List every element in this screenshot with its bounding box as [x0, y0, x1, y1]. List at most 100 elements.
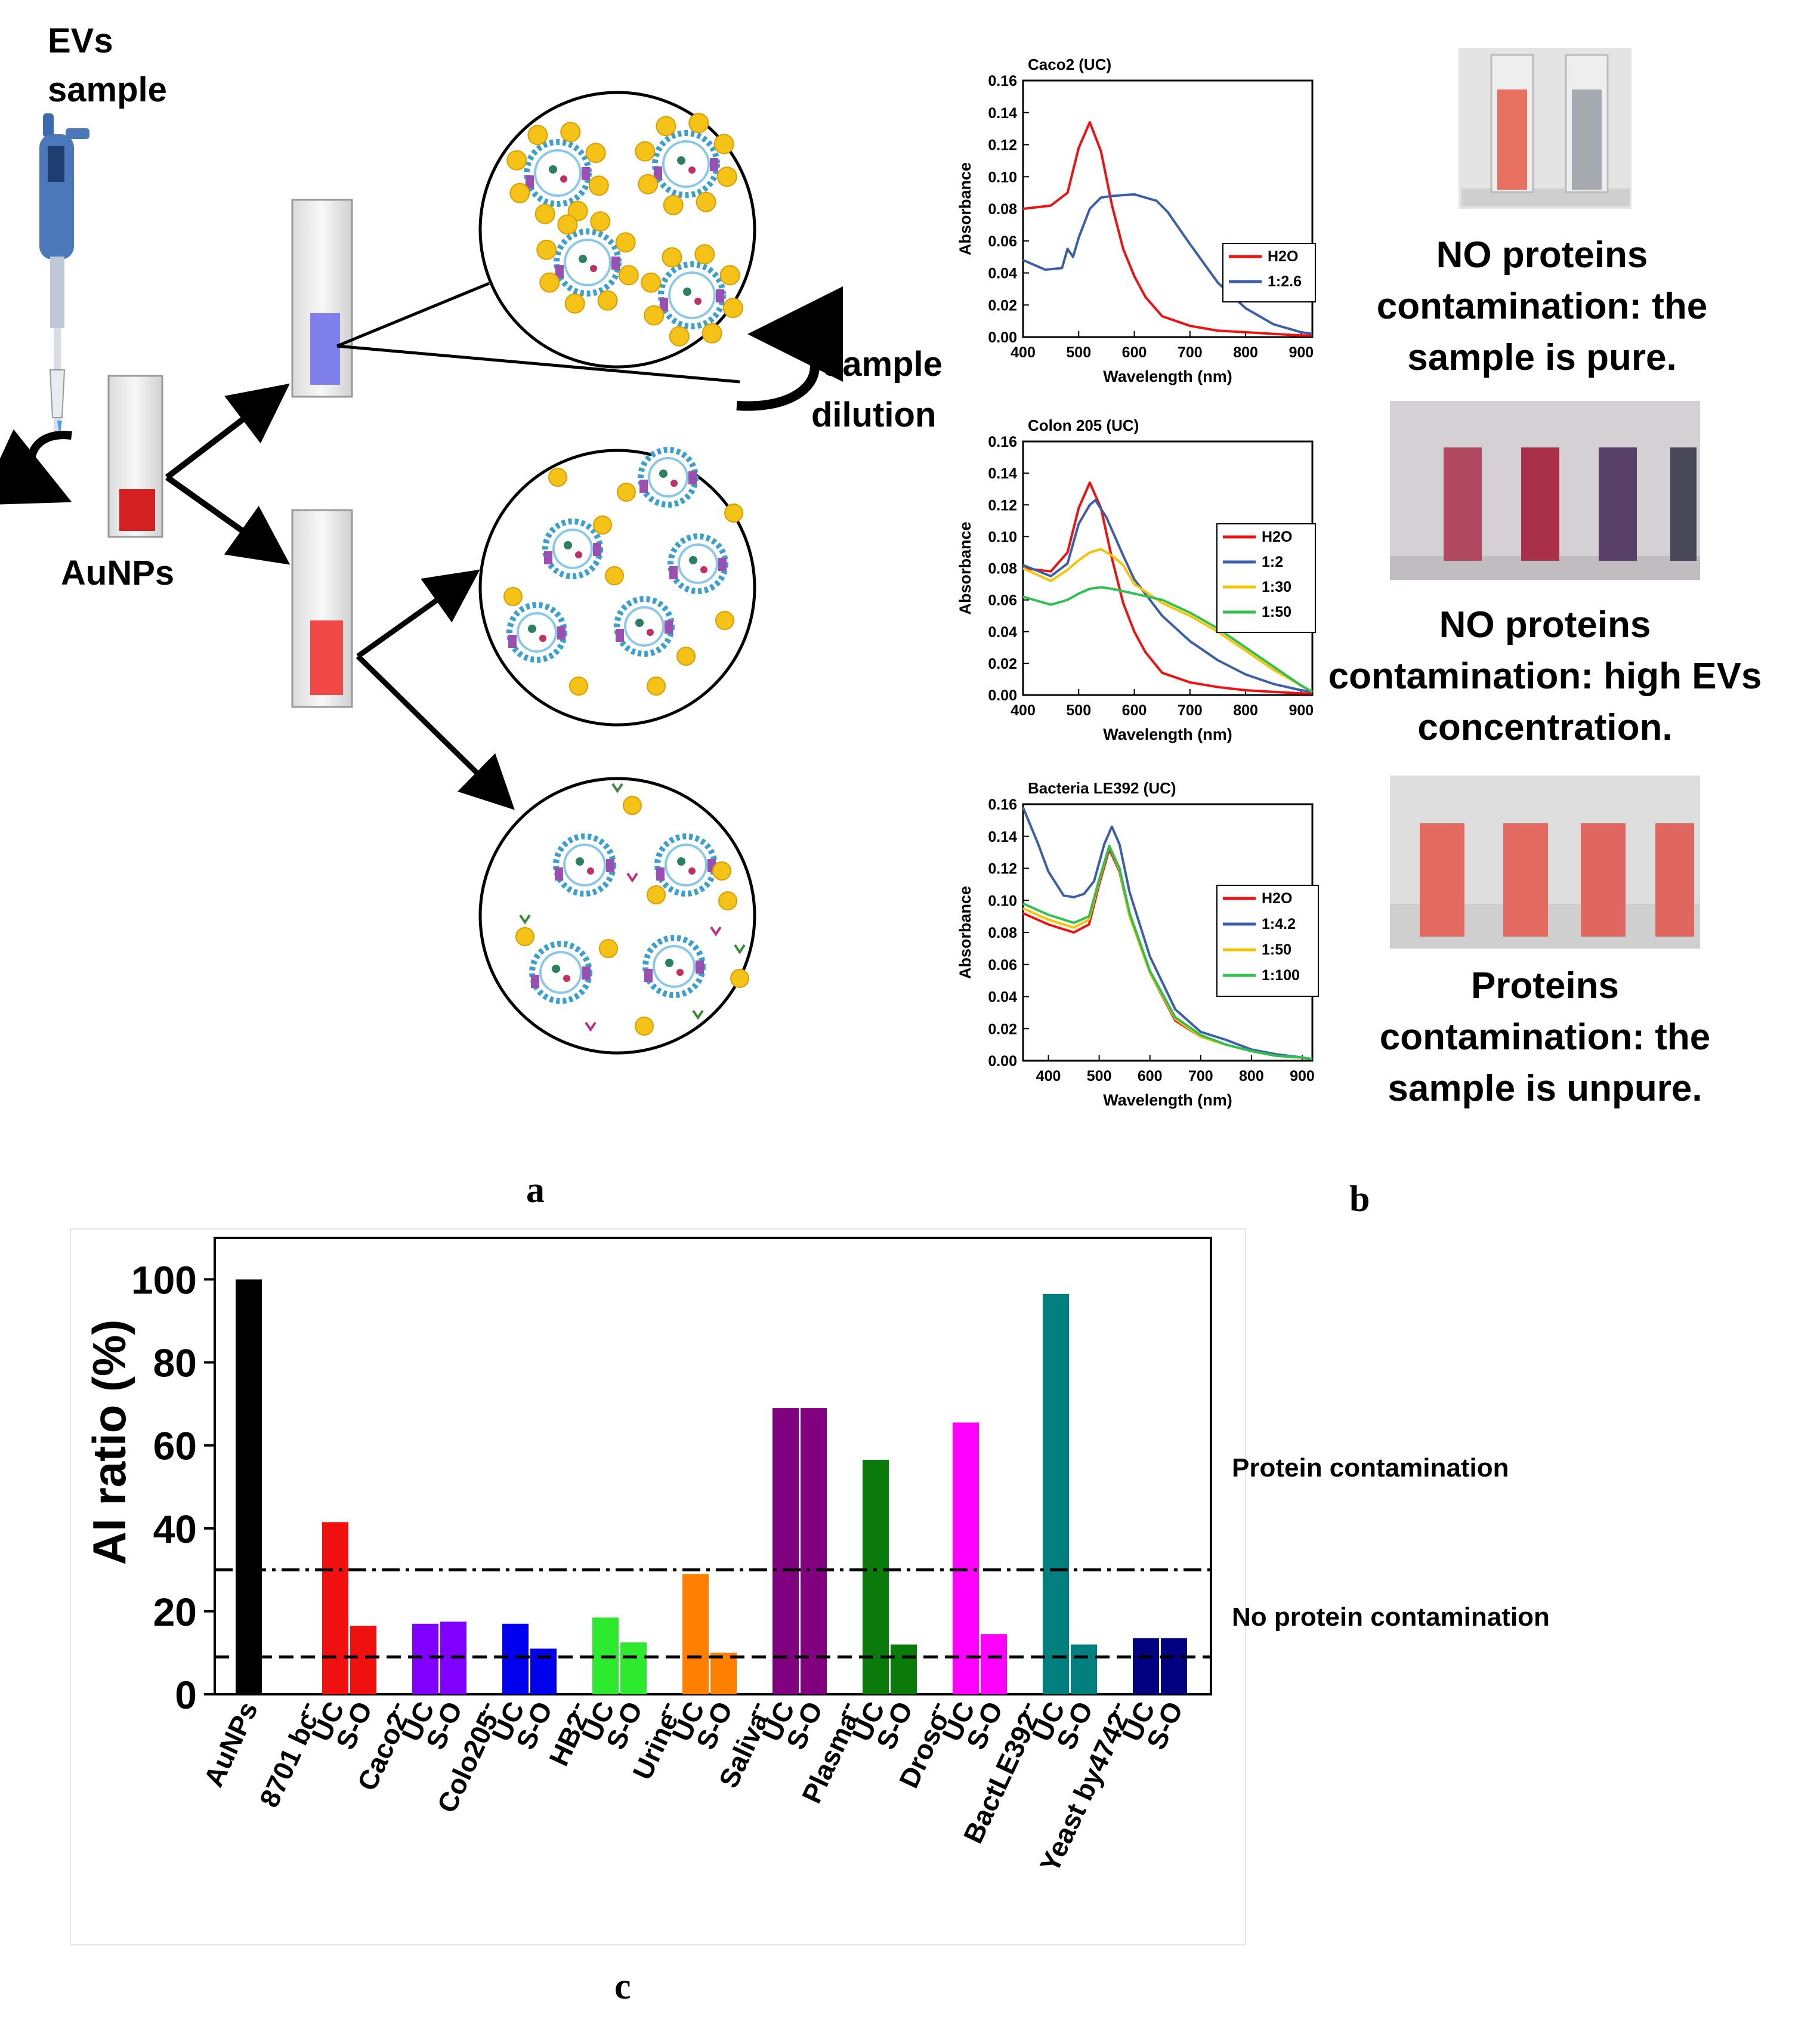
membrane-protein-icon: [582, 167, 590, 180]
x-tick-label: 900: [1288, 344, 1314, 361]
chart-title: Caco2 (UC): [1028, 55, 1111, 73]
bar-Saliva-S-O: [801, 1408, 827, 1694]
vesicle-membrane-icon: [564, 239, 611, 286]
bar-Saliva-UC: [773, 1408, 799, 1694]
zoom-line-2: [336, 344, 740, 384]
gold-nanoparticle-icon: [638, 174, 659, 194]
gold-nanoparticle-icon: [567, 200, 588, 221]
series-line-1:2.6: [1022, 193, 1313, 335]
x-tick-label: 900: [1288, 702, 1314, 719]
vesicle-membrane-icon: [678, 543, 718, 584]
ev-sample-label-1: EVs: [48, 21, 113, 60]
gold-nanoparticle-icon: [560, 122, 581, 143]
gold-nanoparticle-icon: [503, 587, 523, 606]
y-tick-label: 0.12: [988, 137, 1017, 154]
y-tick-label: 0.16: [988, 73, 1017, 89]
membrane-protein-icon: [718, 558, 727, 571]
pipette-icon: [39, 113, 89, 436]
membrane-protein-icon: [606, 859, 614, 872]
result-text-line: contamination: the: [1377, 286, 1708, 327]
gold-nanoparticle-icon: [718, 891, 737, 910]
gold-nanoparticle-icon: [506, 150, 527, 171]
legend-label: H2O: [1262, 890, 1292, 907]
y-tick-label: 0.08: [988, 201, 1017, 218]
y-tick-label: 0.02: [988, 1021, 1017, 1037]
bar-AuNPs: [236, 1279, 262, 1694]
series-line-H2O: [1022, 481, 1312, 695]
cargo-icon: [539, 635, 546, 642]
gold-nanoparticle-icon: [635, 1017, 654, 1036]
cargo-icon: [676, 969, 684, 976]
membrane-protein-icon: [654, 166, 662, 180]
bar-Yeast by4742-S-O: [1161, 1638, 1187, 1694]
gold-nanoparticle-icon: [635, 141, 656, 162]
membrane-protein-icon: [593, 543, 601, 556]
membrane-protein-icon: [557, 626, 566, 640]
arrow-to-pure: [165, 383, 290, 480]
result-text-line: sample is pure.: [1407, 337, 1676, 378]
cargo-icon: [665, 959, 673, 967]
gold-nanoparticle-icon: [656, 116, 676, 137]
cargo-icon: [688, 166, 696, 174]
x-tick-label: 600: [1122, 344, 1147, 361]
photo-bacteria: [1390, 776, 1700, 949]
cargo-icon: [549, 165, 557, 174]
membrane-protein-icon: [611, 257, 620, 270]
legend-label: 1:4.2: [1262, 916, 1296, 932]
gold-nanoparticle-icon: [688, 113, 709, 134]
x-tick-label: 400: [1011, 344, 1036, 361]
gold-nanoparticle-icon: [713, 134, 734, 155]
bar-8701 bc-UC: [322, 1522, 348, 1694]
arrow-to-unpure: [165, 474, 291, 565]
gold-nanoparticle-icon: [663, 194, 684, 215]
series-line-H2O: [1022, 121, 1312, 337]
result-text-line: NO proteins: [1439, 604, 1651, 645]
vesicle-membrane-icon: [665, 844, 707, 887]
x-tick-label: 400: [1036, 1068, 1061, 1085]
bar-Droso-UC: [953, 1422, 979, 1694]
cargo-icon: [560, 175, 567, 183]
cargo-icon: [677, 857, 685, 866]
nanoparticle-illustrations: [503, 113, 749, 1036]
gold-nanoparticle-icon: [715, 611, 734, 630]
chart-title: Bacteria LE392 (UC): [1028, 779, 1176, 797]
membrane-protein-icon: [656, 867, 665, 881]
series-line-1:30: [1022, 548, 1313, 693]
x-tick-label: 500: [1066, 702, 1091, 719]
y-tick-label: 0.06: [988, 592, 1017, 609]
threshold-label-no-protein: No protein contamination: [1232, 1602, 1550, 1632]
membrane-protein-icon: [710, 158, 718, 171]
dilution-label-1: sample: [823, 345, 943, 384]
bar-Urine-UC: [682, 1574, 709, 1694]
dilution-arrow: [736, 286, 843, 411]
vesicle-membrane-icon: [662, 140, 710, 188]
x-tick-label: 700: [1188, 1068, 1213, 1085]
gold-nanoparticle-icon: [548, 468, 567, 487]
x-axis-label: Wavelength (nm): [1103, 725, 1232, 743]
result-text-line: contamination: the: [1380, 1017, 1711, 1058]
cargo-icon: [647, 629, 654, 636]
result-text-line: contamination: high EVs: [1328, 656, 1762, 697]
y-tick-label: 0.04: [988, 989, 1017, 1006]
result-text-line: sample is unpure.: [1388, 1068, 1702, 1109]
x-tick-label: 800: [1239, 1068, 1264, 1085]
gold-nanoparticle-icon: [712, 861, 731, 881]
y-tick-label: 0.16: [988, 434, 1017, 450]
bar-BactLE392-S-O: [1071, 1644, 1097, 1694]
membrane-protein-icon: [665, 620, 673, 634]
cargo-icon: [590, 265, 597, 272]
series-line-1:100: [1022, 844, 1313, 1061]
legend-box: [1216, 885, 1319, 997]
spectrum-chart-0: Caco2 (UC) 0.00 0.02 0.04 0.06 0.08 0.10 0.12 0.…: [956, 55, 1316, 385]
x-tick-label: 800: [1233, 344, 1258, 361]
chart-title: Colon 205 (UC): [1028, 416, 1139, 434]
x-tick-label: 500: [1087, 1068, 1112, 1085]
vesicle-membrane-icon: [534, 149, 582, 197]
vesicle-membrane-icon: [668, 271, 716, 319]
membrane-protein-icon: [716, 289, 724, 302]
group-label: 8701 bc: [254, 1707, 324, 1812]
cargo-icon: [552, 965, 560, 973]
panel-b-label: b: [1349, 1179, 1370, 1219]
cargo-icon: [587, 867, 594, 875]
membrane-protein-icon: [526, 175, 534, 189]
